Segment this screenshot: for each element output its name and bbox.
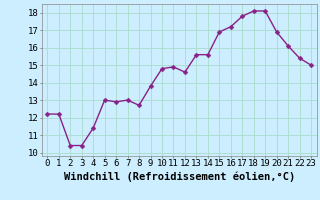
X-axis label: Windchill (Refroidissement éolien,°C): Windchill (Refroidissement éolien,°C) [64, 171, 295, 182]
